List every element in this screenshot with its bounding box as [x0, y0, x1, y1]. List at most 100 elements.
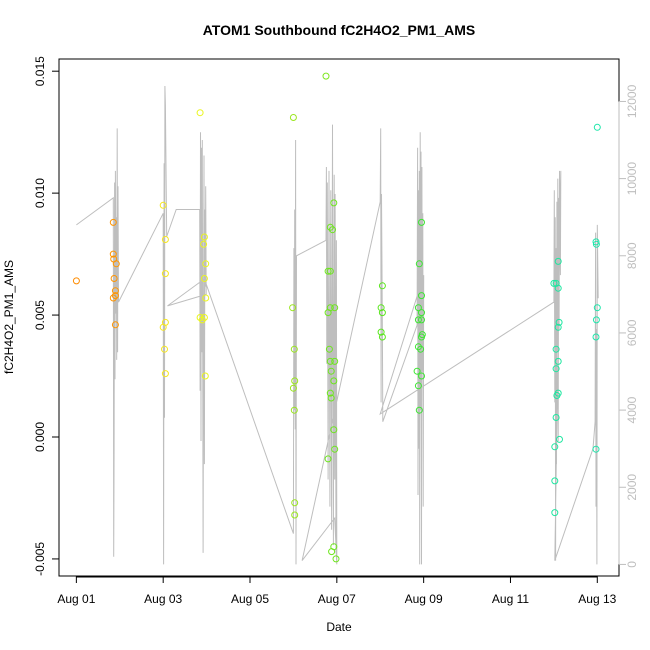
x-tick-label: Aug 09 — [405, 592, 443, 606]
data-point — [413, 367, 421, 375]
x-tick-label: Aug 03 — [144, 592, 182, 606]
data-point — [111, 287, 119, 295]
data-point — [554, 257, 562, 265]
data-point — [112, 260, 120, 268]
data-point — [328, 548, 336, 556]
y2-tick-label: 0 — [625, 561, 639, 568]
data-point — [326, 357, 334, 365]
data-point — [200, 275, 208, 282]
data-point — [555, 318, 563, 326]
y-axis-left: -0.005 0.000 0.005 0.010 0.015 — [33, 56, 60, 576]
data-point — [329, 226, 336, 234]
data-point — [418, 316, 425, 324]
data-point — [414, 304, 422, 312]
data-point — [592, 316, 600, 324]
x-tick-label: Aug 07 — [318, 592, 356, 606]
data-point — [291, 511, 299, 519]
data-point — [418, 309, 425, 317]
data-point — [330, 377, 338, 385]
data-point — [324, 309, 332, 317]
data-point — [196, 109, 204, 117]
data-point — [378, 282, 386, 290]
x-tick-label: Aug 05 — [231, 592, 269, 606]
data-point — [592, 445, 600, 453]
y2-tick-label: 2000 — [625, 474, 639, 501]
data-point — [552, 414, 560, 421]
data-point — [159, 323, 167, 331]
data-point — [200, 240, 208, 248]
data-point — [290, 345, 298, 353]
data-point — [161, 345, 168, 353]
data-point — [418, 292, 425, 300]
data-point — [161, 370, 169, 378]
data-point — [159, 201, 167, 209]
data-point — [551, 477, 559, 485]
data-point — [552, 345, 560, 353]
y-tick-label: 0.010 — [33, 178, 47, 208]
y-tick-label: 0.005 — [33, 300, 47, 330]
data-point — [324, 267, 332, 275]
data-point — [592, 238, 600, 246]
data-point — [326, 267, 334, 275]
y2-tick-label: 6000 — [625, 319, 639, 346]
data-point — [415, 406, 423, 414]
y-axis-label: fC2H4O2_PM1_AMS — [2, 260, 16, 374]
data-point — [418, 333, 425, 341]
data-point — [202, 260, 210, 268]
scatter-points-layer — [72, 72, 601, 563]
data-point — [201, 372, 209, 380]
data-point — [326, 223, 334, 231]
data-point — [378, 333, 386, 341]
data-point — [327, 394, 335, 402]
data-point — [111, 321, 119, 329]
y-tick-label: -0.005 — [33, 542, 47, 576]
data-point — [289, 384, 297, 392]
data-point — [552, 365, 560, 373]
data-point — [592, 333, 600, 341]
line-series-layer — [76, 85, 599, 565]
data-point — [72, 277, 80, 285]
x-axis: Aug 01 Aug 03 Aug 05 Aug 07 Aug 09 Aug 11 Aug … — [57, 576, 617, 606]
data-point — [109, 250, 117, 258]
data-point — [326, 389, 334, 397]
data-point — [110, 275, 118, 282]
data-point — [417, 345, 425, 353]
chart-title: ATOM1 Southbound fC2H4O2_PM1_AMS — [203, 22, 476, 38]
data-point — [332, 555, 340, 563]
data-point — [200, 314, 208, 321]
plot-frame — [58, 58, 620, 577]
data-point — [196, 314, 204, 321]
data-point — [592, 240, 600, 248]
y2-tick-label: 12000 — [625, 84, 639, 118]
data-point — [414, 382, 422, 390]
data-point — [593, 304, 601, 312]
x-tick-label: Aug 11 — [492, 592, 529, 606]
data-point — [291, 499, 299, 507]
secondary-line-series — [76, 85, 599, 565]
data-point — [291, 377, 299, 385]
data-point — [161, 236, 169, 243]
data-point — [551, 509, 559, 517]
data-point — [289, 114, 297, 121]
data-point — [418, 218, 425, 226]
y-axis-right: 0 2000 4000 6000 8000 10000 12000 — [618, 84, 639, 568]
data-point — [554, 323, 562, 331]
data-point — [414, 316, 422, 324]
data-point — [551, 443, 559, 451]
data-point — [290, 406, 298, 414]
y2-tick-label: 8000 — [625, 242, 639, 269]
data-point — [324, 455, 332, 463]
data-point — [377, 304, 385, 312]
data-point — [415, 260, 423, 268]
data-point — [593, 123, 601, 131]
x-axis-label: Date — [326, 620, 352, 634]
data-point — [553, 392, 561, 399]
data-point — [554, 284, 562, 292]
data-point — [331, 357, 339, 365]
data-point — [325, 345, 333, 353]
y2-tick-label: 10000 — [625, 162, 639, 196]
data-point — [414, 343, 422, 351]
data-point — [550, 279, 558, 287]
x-tick-label: Aug 01 — [57, 592, 95, 606]
